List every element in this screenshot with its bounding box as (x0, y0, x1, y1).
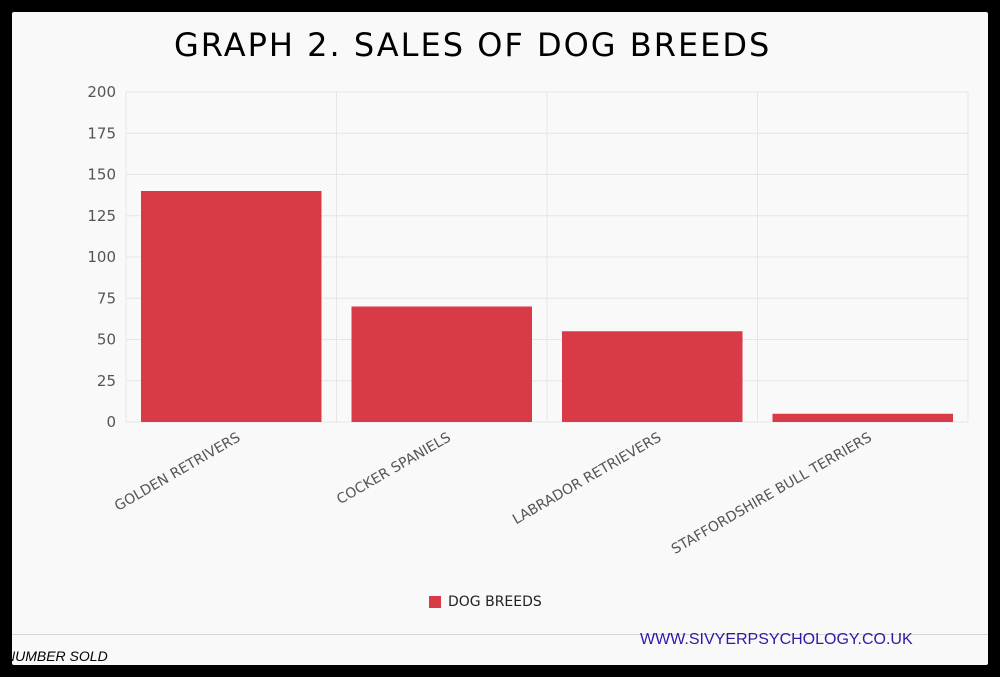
legend[interactable]: DOG BREEDS (429, 594, 542, 610)
y-tick-label: 150 (87, 166, 116, 184)
chart-card: GRAPH 2. SALES OF DOG BREEDS 0 25 50 75 100 1… (12, 12, 988, 665)
y-axis-ticks: 0 25 50 75 100 125 150 175 200 (87, 83, 116, 431)
x-tick-label: COCKER SPANIELS (334, 430, 454, 508)
legend-swatch (429, 596, 441, 608)
y-tick-label: 25 (97, 372, 116, 390)
bars (141, 191, 953, 422)
bar-2 (351, 306, 532, 422)
bar-3 (562, 331, 743, 422)
x-tick-label: STAFFORDSHIRE BULL TERRIERS (669, 430, 875, 558)
x-tick-label: GOLDEN RETRIVERS (112, 430, 243, 515)
y-tick-label: 50 (97, 331, 116, 349)
bar-4 (772, 413, 953, 422)
y-axis-label: NUMBER SOLD (12, 648, 108, 664)
footer-divider (12, 634, 988, 635)
chart-title: GRAPH 2. SALES OF DOG BREEDS (174, 26, 772, 64)
website-link[interactable]: WWW.SIVYERPSYCHOLOGY.CO.UK (640, 631, 913, 648)
y-tick-label: 200 (87, 83, 116, 101)
y-tick-label: 125 (87, 207, 116, 225)
legend-label: DOG BREEDS (448, 594, 542, 610)
x-axis-ticks: GOLDEN RETRIVERS COCKER SPANIELS LABRADOR … (112, 430, 875, 558)
y-tick-label: 175 (87, 124, 116, 142)
y-tick-label: 0 (106, 413, 116, 431)
y-tick-label: 100 (87, 248, 116, 266)
y-tick-label: 75 (97, 289, 116, 307)
bar-1 (141, 191, 322, 422)
x-tick-label: LABRADOR RETRIEVERS (510, 430, 664, 528)
bar-chart: 0 25 50 75 100 125 150 175 200 GOLDEN RETRIVERS C… (87, 83, 969, 558)
